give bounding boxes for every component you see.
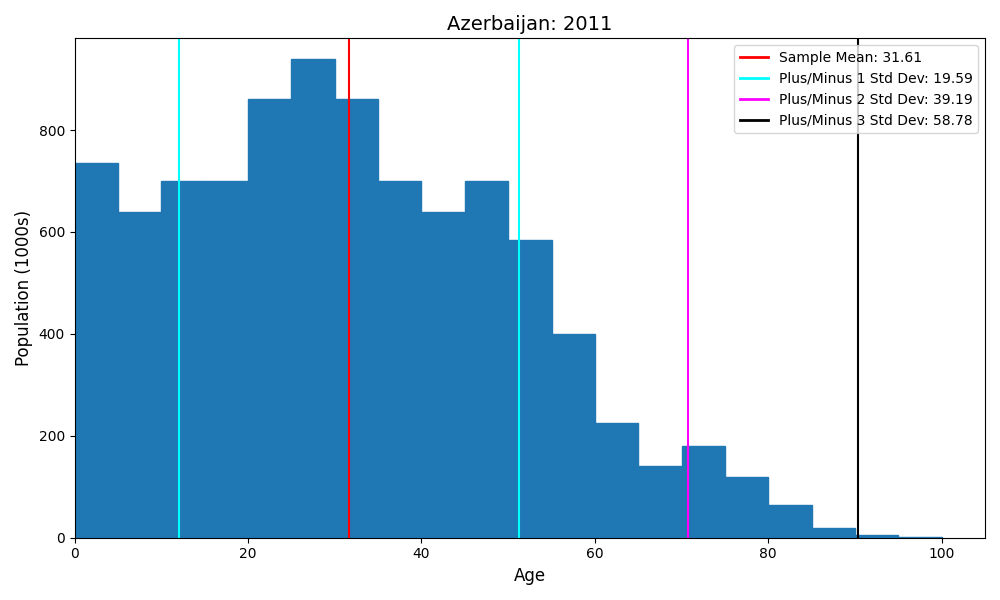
Bar	[378, 181, 421, 538]
Bar	[508, 239, 552, 538]
Bar	[118, 212, 161, 538]
Title: Azerbaijan: 2011: Azerbaijan: 2011	[447, 15, 613, 34]
Bar	[768, 505, 812, 538]
Bar	[161, 181, 205, 538]
Bar	[638, 466, 682, 538]
Bar	[898, 537, 942, 538]
Bar	[205, 181, 248, 538]
Bar	[248, 100, 291, 538]
Bar	[725, 476, 768, 538]
Bar	[291, 59, 335, 538]
Bar	[465, 181, 508, 538]
Bar	[335, 100, 378, 538]
Bar	[421, 212, 465, 538]
Bar	[552, 334, 595, 538]
Bar	[812, 527, 855, 538]
Bar	[682, 446, 725, 538]
Bar	[75, 163, 118, 538]
X-axis label: Age: Age	[514, 567, 546, 585]
Bar	[595, 423, 638, 538]
Bar	[855, 535, 898, 538]
Legend: Sample Mean: 31.61, Plus/Minus 1 Std Dev: 19.59, Plus/Minus 2 Std Dev: 39.19, Pl: Sample Mean: 31.61, Plus/Minus 1 Std Dev…	[734, 45, 978, 133]
Y-axis label: Population (1000s): Population (1000s)	[15, 210, 33, 366]
